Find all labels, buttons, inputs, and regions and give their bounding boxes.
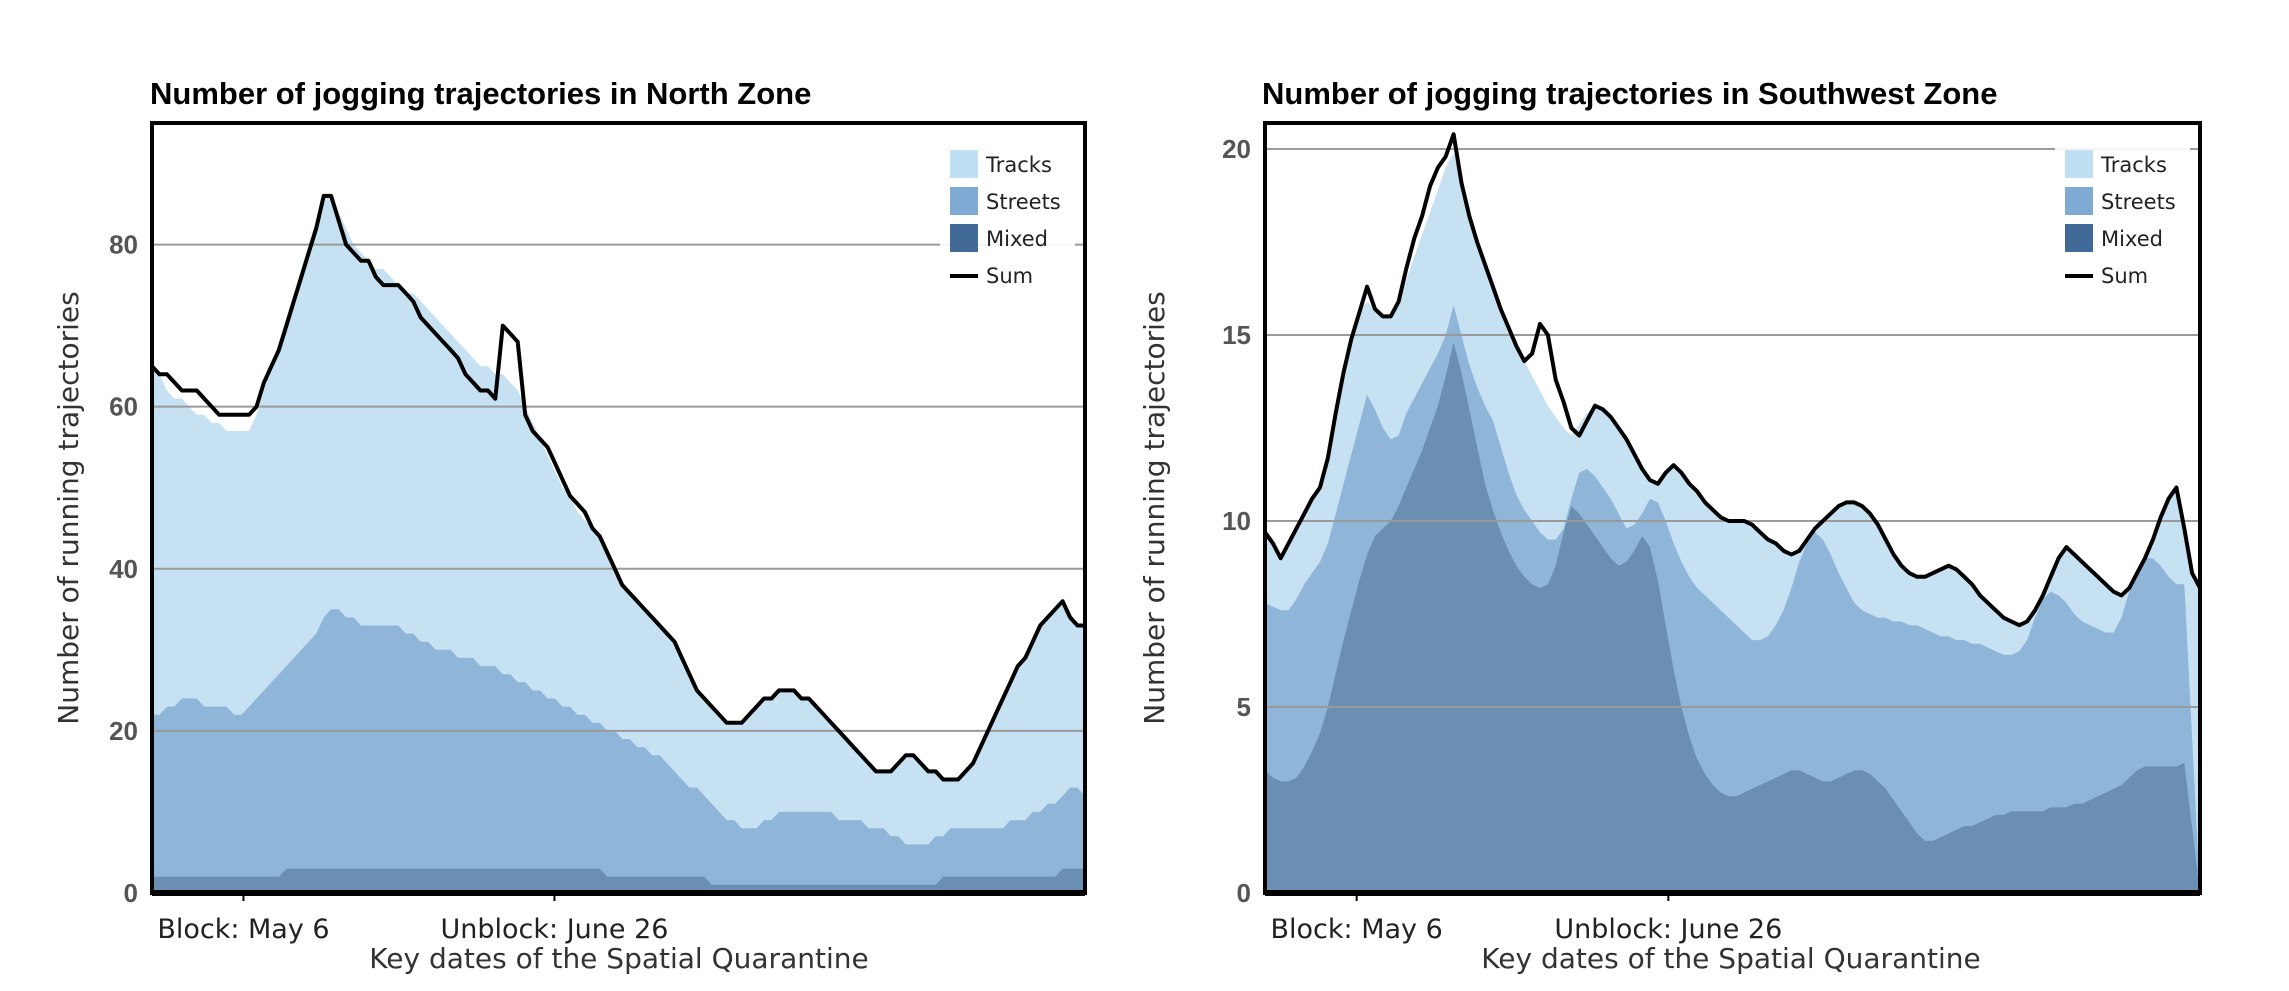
legend-item-mixed: Mixed bbox=[950, 224, 1048, 252]
legend-label: Sum bbox=[2101, 264, 2148, 288]
legend-item-sum: Sum bbox=[950, 264, 1033, 288]
y-axis-label: Number of running trajectories bbox=[52, 291, 85, 724]
legend-label: Sum bbox=[986, 264, 1033, 288]
legend-item-mixed: Mixed bbox=[2065, 224, 2163, 252]
y-tick-label: 0 bbox=[124, 878, 138, 908]
area-mixed bbox=[1265, 342, 2200, 893]
legend-item-tracks: Tracks bbox=[950, 150, 1052, 178]
y-tick-label: 20 bbox=[109, 716, 138, 746]
key-date-label: Block: May 6 bbox=[1271, 914, 1443, 945]
legend-swatch bbox=[2065, 150, 2093, 178]
legend-label: Tracks bbox=[985, 153, 1052, 177]
legend-label: Streets bbox=[986, 190, 1061, 214]
key-date-label: Block: May 6 bbox=[157, 914, 329, 945]
legend-swatch bbox=[2065, 187, 2093, 215]
chart-title: Number of jogging trajectories in Southw… bbox=[1262, 76, 1997, 111]
legend-label: Mixed bbox=[2101, 227, 2163, 251]
southwest-zone-chart: Number of jogging trajectories in Southw… bbox=[1138, 76, 2202, 975]
key-date-label: Unblock: June 26 bbox=[441, 914, 669, 945]
area-mixed bbox=[152, 868, 1085, 893]
legend-label: Tracks bbox=[2100, 153, 2167, 177]
sum-line bbox=[150, 193, 1085, 782]
chart-title: Number of jogging trajectories in North … bbox=[150, 76, 811, 111]
y-tick-label: 10 bbox=[1222, 506, 1251, 536]
legend-label: Streets bbox=[2101, 190, 2176, 214]
x-axis-label: Key dates of the Spatial Quarantine bbox=[369, 942, 868, 975]
y-tick-label: 60 bbox=[109, 392, 138, 422]
legend-item-streets: Streets bbox=[950, 187, 1061, 215]
x-axis-label: Key dates of the Spatial Quarantine bbox=[1481, 942, 1980, 975]
legend-swatch bbox=[950, 150, 978, 178]
key-date-label: Unblock: June 26 bbox=[1554, 914, 1782, 945]
y-tick-label: 80 bbox=[109, 230, 138, 260]
y-tick-label: 15 bbox=[1222, 320, 1251, 350]
legend-swatch bbox=[950, 187, 978, 215]
legend-label: Mixed bbox=[986, 227, 1048, 251]
sum-line bbox=[1263, 132, 2202, 628]
area-streets bbox=[152, 609, 1085, 893]
legend-item-tracks: Tracks bbox=[2065, 150, 2167, 178]
legend-item-sum: Sum bbox=[2065, 264, 2148, 288]
y-tick-label: 40 bbox=[109, 554, 138, 584]
y-tick-label: 5 bbox=[1237, 692, 1251, 722]
y-tick-label: 20 bbox=[1222, 134, 1251, 164]
legend-swatch bbox=[950, 224, 978, 252]
north-zone-chart: Number of jogging trajectories in North … bbox=[52, 76, 1087, 975]
y-axis-label: Number of running trajectories bbox=[1138, 291, 1171, 724]
legend-swatch bbox=[2065, 224, 2093, 252]
legend-item-streets: Streets bbox=[2065, 187, 2176, 215]
y-tick-label: 0 bbox=[1237, 878, 1251, 908]
